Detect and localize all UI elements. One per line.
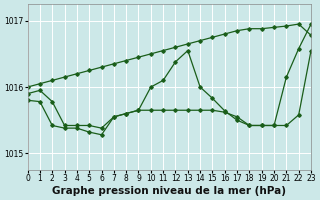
X-axis label: Graphe pression niveau de la mer (hPa): Graphe pression niveau de la mer (hPa): [52, 186, 286, 196]
